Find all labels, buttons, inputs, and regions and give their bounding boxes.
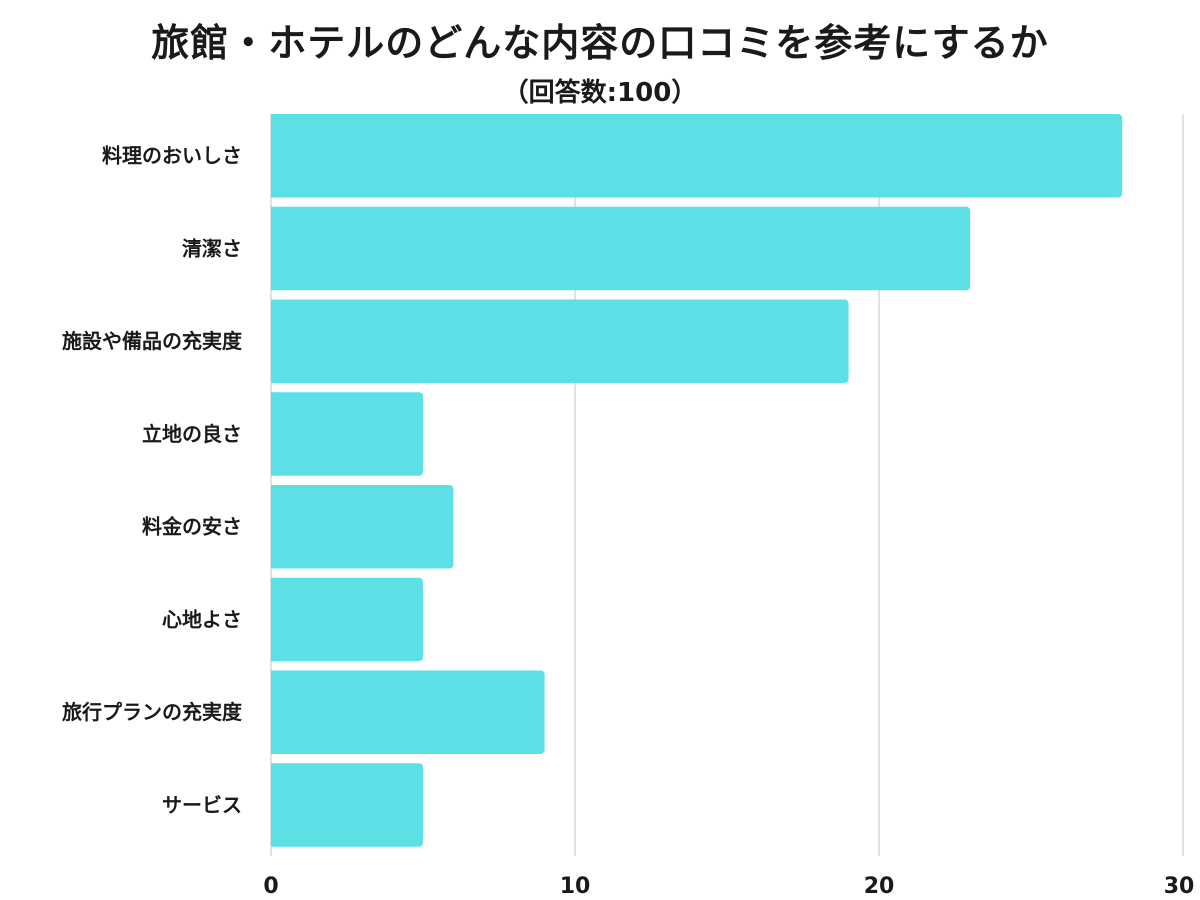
bar-2 xyxy=(271,206,971,291)
bar-8-base xyxy=(271,763,277,847)
bar-8 xyxy=(271,763,423,847)
bar-5-base xyxy=(271,485,277,569)
x-tick-label-20: 20 xyxy=(864,874,895,899)
chart-subtitle: （回答数:100） xyxy=(502,78,698,108)
bar-4 xyxy=(271,392,423,476)
bar-6-base xyxy=(271,577,277,662)
bar-7 xyxy=(271,670,545,754)
x-tick-label-30: 30 xyxy=(1164,874,1195,899)
category-label-1: 料理のおいしさ xyxy=(102,144,242,168)
category-label-5: 料金の安さ xyxy=(142,515,242,539)
bar-3-base xyxy=(271,299,277,383)
category-label-2: 清潔さ xyxy=(182,236,242,260)
bars xyxy=(271,114,1123,847)
x-tick-label-0: 0 xyxy=(263,874,278,899)
category-label-7: 旅行プランの充実度 xyxy=(62,700,243,724)
bar-5 xyxy=(271,485,454,569)
category-label-4: 立地の良さ xyxy=(142,422,242,446)
x-tick-labels: 0 10 20 30 xyxy=(263,874,1194,899)
category-label-6: 心地よさ xyxy=(162,607,242,631)
bar-1-base xyxy=(271,114,277,198)
bar-2-base xyxy=(271,206,277,291)
x-tick-label-10: 10 xyxy=(560,874,591,899)
chart-title: 旅館・ホテルのどんな内容の口コミを参考にするか xyxy=(151,21,1049,65)
category-labels: 料理のおいしさ清潔さ施設や備品の充実度立地の良さ料金の安さ心地よさ旅行プランの充… xyxy=(62,144,243,817)
category-label-3: 施設や備品の充実度 xyxy=(62,329,243,353)
bar-7-base xyxy=(271,670,277,754)
bar-1 xyxy=(271,114,1123,198)
bar-6 xyxy=(271,577,423,662)
bar-3 xyxy=(271,299,849,383)
bar-4-base xyxy=(271,392,277,476)
category-label-8: サービス xyxy=(162,793,242,817)
